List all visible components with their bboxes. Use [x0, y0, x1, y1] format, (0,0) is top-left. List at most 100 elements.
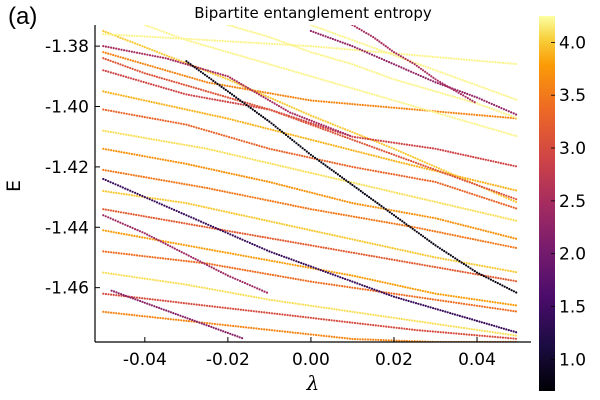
- data-point: [388, 258, 391, 261]
- data-point: [488, 335, 492, 338]
- data-point: [309, 25, 312, 27]
- data-point: [502, 203, 505, 206]
- data-point: [187, 260, 190, 263]
- data-point: [482, 240, 485, 243]
- data-point: [104, 208, 107, 211]
- data-point: [400, 156, 403, 159]
- data-point: [135, 235, 139, 238]
- data-point: [302, 265, 305, 268]
- data-point: [431, 200, 434, 203]
- data-point: [446, 203, 449, 206]
- data-point: [263, 42, 266, 45]
- data-point: [387, 291, 390, 294]
- data-point: [253, 104, 256, 107]
- data-point: [265, 258, 268, 262]
- data-point: [216, 82, 219, 85]
- data-point: [265, 42, 268, 45]
- data-point: [130, 113, 133, 116]
- data-point: [148, 100, 151, 103]
- data-point: [365, 217, 368, 220]
- data-point: [412, 160, 415, 163]
- data-point: [177, 91, 180, 94]
- data-point: [337, 130, 340, 133]
- data-point: [273, 329, 276, 332]
- data-point: [439, 201, 442, 205]
- data-point: [449, 94, 452, 97]
- data-point: [434, 292, 437, 295]
- data-point: [426, 198, 429, 202]
- data-point: [507, 333, 510, 336]
- data-point: [156, 256, 159, 259]
- data-point: [439, 182, 442, 185]
- data-point: [155, 201, 159, 204]
- data-point: [291, 331, 294, 334]
- data-point: [235, 213, 238, 216]
- data-point: [509, 337, 512, 340]
- data-point: [317, 53, 320, 56]
- data-point: [226, 265, 229, 269]
- data-point: [178, 182, 181, 185]
- data-point: [185, 214, 188, 217]
- data-point: [342, 213, 345, 216]
- data-point: [351, 202, 354, 205]
- data-point: [400, 80, 403, 83]
- data-point: [302, 279, 305, 282]
- data-point: [514, 304, 518, 307]
- data-point: [279, 239, 282, 242]
- data-point: [269, 128, 272, 131]
- data-point: [471, 209, 475, 212]
- data-point: [129, 189, 132, 192]
- data-point: [216, 189, 219, 192]
- data-point: [341, 135, 344, 138]
- data-point: [326, 165, 329, 168]
- data-point: [242, 308, 245, 312]
- data-point: [348, 62, 352, 65]
- data-point: [172, 121, 175, 124]
- data-point: [125, 34, 128, 37]
- data-point: [361, 42, 364, 45]
- data-point: [182, 38, 185, 41]
- data-point: [231, 192, 234, 195]
- data-point: [458, 118, 461, 121]
- data-point: [436, 181, 439, 184]
- data-point: [444, 72, 447, 75]
- data-point: [247, 105, 250, 108]
- data-point: [225, 135, 228, 138]
- data-point: [248, 30, 251, 33]
- data-point: [141, 254, 144, 258]
- data-point: [128, 34, 131, 37]
- data-point: [466, 271, 469, 274]
- data-point: [146, 237, 149, 240]
- data-point: [220, 85, 223, 88]
- data-point: [488, 198, 491, 201]
- data-point: [461, 119, 464, 122]
- data-point: [429, 88, 432, 92]
- data-point: [266, 199, 269, 202]
- data-point: [356, 40, 359, 44]
- data-point: [217, 74, 220, 77]
- data-point: [136, 299, 139, 302]
- data-point: [123, 233, 126, 236]
- data-point: [340, 146, 343, 149]
- data-point: [140, 214, 143, 217]
- panel-label: (a): [8, 3, 37, 30]
- data-point: [325, 318, 328, 321]
- data-point: [385, 105, 388, 109]
- data-point: [414, 84, 418, 87]
- data-point: [156, 197, 159, 201]
- data-point: [246, 29, 249, 32]
- data-point: [446, 173, 449, 176]
- data-point: [165, 31, 168, 35]
- data-point: [102, 45, 105, 48]
- data-point: [253, 143, 256, 146]
- data-point: [234, 102, 237, 105]
- data-point: [145, 215, 148, 218]
- data-point: [154, 157, 157, 160]
- data-point: [276, 329, 279, 332]
- data-point: [507, 337, 510, 340]
- data-point: [429, 55, 432, 58]
- data-point: [217, 328, 220, 331]
- data-point: [497, 277, 500, 280]
- data-point: [311, 191, 314, 194]
- data-point: [112, 182, 115, 185]
